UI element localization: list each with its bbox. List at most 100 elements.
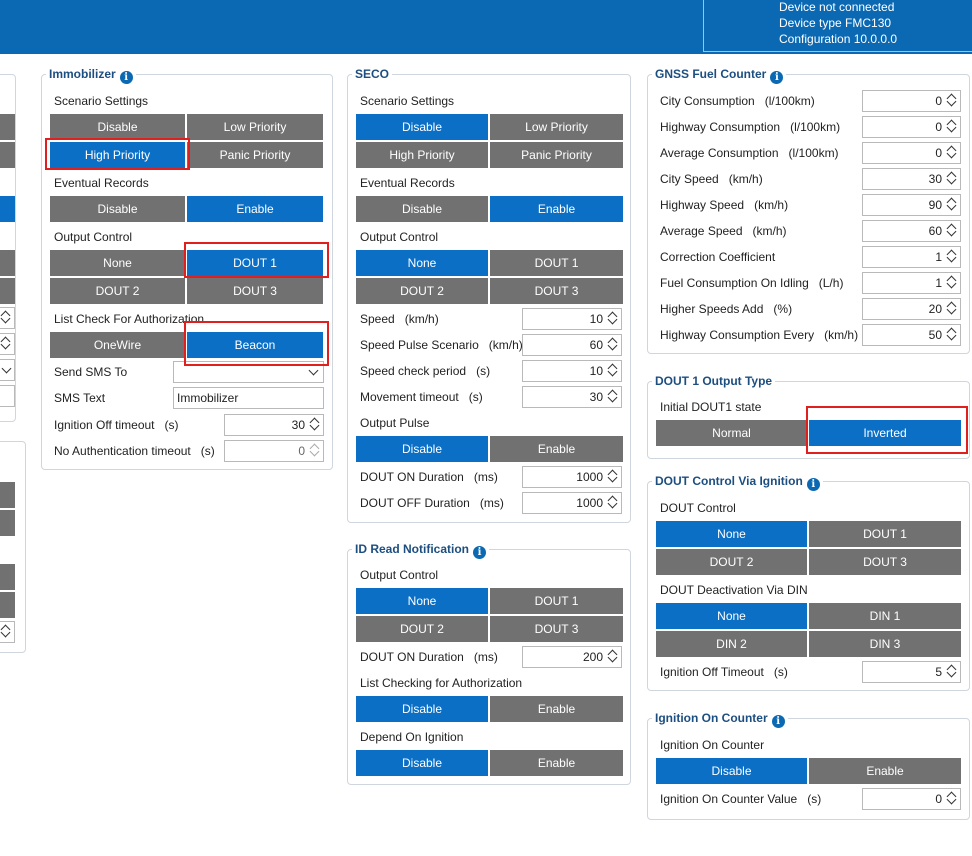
left-stub-5[interactable] (0, 278, 15, 304)
din-none[interactable]: None (656, 603, 807, 629)
din-3[interactable]: DIN 3 (809, 631, 961, 657)
gnss-row-input[interactable]: 0 (862, 90, 961, 112)
spin-arrows-icon[interactable] (607, 495, 619, 511)
left-stub-spin-3[interactable] (0, 621, 15, 643)
immobilizer-output-dout1[interactable]: DOUT 1 (187, 250, 323, 276)
immobilizer-output-dout2[interactable]: DOUT 2 (50, 278, 185, 304)
id-read-depend-enable[interactable]: Enable (490, 750, 623, 776)
dout-control-none[interactable]: None (656, 521, 807, 547)
ignition-counter-enable[interactable]: Enable (809, 758, 961, 784)
spin-arrows-icon[interactable] (607, 649, 619, 665)
seco-dout-on-input[interactable]: 1000 (522, 466, 622, 488)
seco-output-dout3[interactable]: DOUT 3 (490, 278, 623, 304)
seco-eventual-disable[interactable]: Disable (356, 196, 488, 222)
no-auth-timeout-input[interactable]: 0 (224, 440, 324, 462)
immobilizer-scenario-high[interactable]: High Priority (50, 142, 185, 168)
left-stub-8[interactable] (0, 564, 15, 590)
spin-arrows-icon[interactable] (0, 336, 12, 352)
immobilizer-scenario-disable[interactable]: Disable (50, 114, 185, 140)
spin-arrows-icon[interactable] (946, 119, 958, 135)
immobilizer-scenario-panic[interactable]: Panic Priority (187, 142, 323, 168)
spin-arrows-icon[interactable] (0, 310, 12, 326)
seco-dout-off-input[interactable]: 1000 (522, 492, 622, 514)
gnss-row-input[interactable]: 0 (862, 142, 961, 164)
left-stub-3[interactable] (0, 196, 15, 222)
seco-output-dout2[interactable]: DOUT 2 (356, 278, 488, 304)
spin-arrows-icon[interactable] (607, 363, 619, 379)
spin-arrows-icon[interactable] (946, 223, 958, 239)
immobilizer-eventual-enable[interactable]: Enable (187, 196, 323, 222)
gnss-row-input[interactable]: 1 (862, 272, 961, 294)
spin-arrows-icon[interactable] (309, 443, 321, 459)
info-icon[interactable]: i (473, 546, 487, 559)
spin-arrows-icon[interactable] (946, 791, 958, 807)
gnss-row-input[interactable]: 0 (862, 116, 961, 138)
immobilizer-scenario-low[interactable]: Low Priority (187, 114, 323, 140)
ignition-counter-disable[interactable]: Disable (656, 758, 807, 784)
gnss-row-input[interactable]: 1 (862, 246, 961, 268)
id-read-depend-disable[interactable]: Disable (356, 750, 488, 776)
seco-scenario-panic[interactable]: Panic Priority (490, 142, 623, 168)
spin-arrows-icon[interactable] (946, 301, 958, 317)
id-read-output-dout3[interactable]: DOUT 3 (490, 616, 623, 642)
gnss-row-input[interactable]: 20 (862, 298, 961, 320)
left-stub-4[interactable] (0, 250, 15, 276)
spin-arrows-icon[interactable] (0, 624, 12, 640)
spin-arrows-icon[interactable] (309, 417, 321, 433)
left-stub-text[interactable] (0, 385, 15, 407)
spin-arrows-icon[interactable] (607, 337, 619, 353)
seco-output-none[interactable]: None (356, 250, 488, 276)
id-read-list-enable[interactable]: Enable (490, 696, 623, 722)
immobilizer-output-none[interactable]: None (50, 250, 185, 276)
seco-scenario-high[interactable]: High Priority (356, 142, 488, 168)
seco-output-dout1[interactable]: DOUT 1 (490, 250, 623, 276)
seco-pulse-enable[interactable]: Enable (490, 436, 623, 462)
seco-speed-check-input[interactable]: 10 (522, 360, 622, 382)
info-icon[interactable]: i (806, 478, 820, 491)
seco-movement-input[interactable]: 30 (522, 386, 622, 408)
spin-arrows-icon[interactable] (946, 249, 958, 265)
seco-speed-input[interactable]: 10 (522, 308, 622, 330)
left-stub-9[interactable] (0, 592, 15, 618)
spin-arrows-icon[interactable] (946, 664, 958, 680)
spin-arrows-icon[interactable] (946, 145, 958, 161)
seco-speed-pulse-input[interactable]: 60 (522, 334, 622, 356)
id-read-output-dout2[interactable]: DOUT 2 (356, 616, 488, 642)
left-stub-7[interactable] (0, 510, 15, 536)
dout1-state-normal[interactable]: Normal (656, 420, 807, 446)
dout-ign-off-input[interactable]: 5 (862, 661, 961, 683)
spin-arrows-icon[interactable] (607, 389, 619, 405)
immobilizer-auth-onewire[interactable]: OneWire (50, 332, 185, 358)
immobilizer-output-dout3[interactable]: DOUT 3 (187, 278, 323, 304)
info-icon[interactable]: i (771, 715, 785, 728)
din-2[interactable]: DIN 2 (656, 631, 807, 657)
sms-text-input[interactable]: Immobilizer (173, 387, 324, 409)
id-read-list-disable[interactable]: Disable (356, 696, 488, 722)
gnss-row-input[interactable]: 50 (862, 324, 961, 346)
id-read-dout-on-input[interactable]: 200 (522, 646, 622, 668)
left-stub-1[interactable] (0, 114, 15, 140)
spin-arrows-icon[interactable] (946, 197, 958, 213)
left-stub-2[interactable] (0, 142, 15, 168)
dout-control-dout3[interactable]: DOUT 3 (809, 549, 961, 575)
gnss-row-input[interactable]: 30 (862, 168, 961, 190)
left-stub-6[interactable] (0, 482, 15, 508)
left-stub-select[interactable] (0, 359, 15, 381)
immobilizer-eventual-disable[interactable]: Disable (50, 196, 185, 222)
seco-scenario-low[interactable]: Low Priority (490, 114, 623, 140)
left-stub-spin-2[interactable] (0, 333, 15, 355)
left-stub-spin-1[interactable] (0, 307, 15, 329)
send-sms-to-select[interactable] (173, 361, 324, 383)
gnss-row-input[interactable]: 90 (862, 194, 961, 216)
spin-arrows-icon[interactable] (946, 327, 958, 343)
info-icon[interactable]: i (770, 71, 784, 84)
info-icon[interactable]: i (119, 71, 133, 84)
ignition-off-timeout-input[interactable]: 30 (224, 414, 324, 436)
seco-scenario-disable[interactable]: Disable (356, 114, 488, 140)
spin-arrows-icon[interactable] (607, 311, 619, 327)
ignition-counter-value-input[interactable]: 0 (862, 788, 961, 810)
seco-pulse-disable[interactable]: Disable (356, 436, 488, 462)
seco-eventual-enable[interactable]: Enable (490, 196, 623, 222)
gnss-row-input[interactable]: 60 (862, 220, 961, 242)
dout-control-dout1[interactable]: DOUT 1 (809, 521, 961, 547)
